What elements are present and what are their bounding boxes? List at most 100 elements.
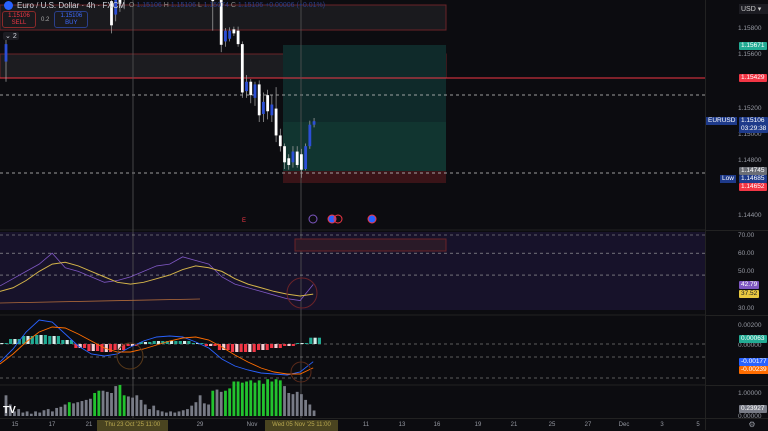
rsi-scale-label: 70.00 xyxy=(738,232,755,239)
macd-histogram-bar xyxy=(113,344,117,350)
macd-histogram-bar xyxy=(270,344,274,348)
volume-scale-label: 1.00000 xyxy=(738,390,762,397)
macd-histogram-bar xyxy=(152,341,156,344)
candle-body xyxy=(266,95,270,112)
macd-histogram-bar xyxy=(74,344,78,348)
volume-bar xyxy=(160,411,164,416)
macd-histogram-bar xyxy=(252,344,256,352)
spread: 0.2 xyxy=(41,16,50,23)
lightning-event-icon xyxy=(308,214,318,224)
macd-histogram-bar xyxy=(283,344,287,346)
macd-histogram-bar xyxy=(191,343,195,344)
settings-gear-icon[interactable]: ⚙ xyxy=(748,420,756,429)
volume-bar xyxy=(34,411,37,416)
rsi-ma-value-tag: 37.52 xyxy=(739,290,760,298)
macd-histogram-bar xyxy=(165,341,169,344)
economic-event-icon xyxy=(367,214,377,224)
macd-histogram-bar xyxy=(78,344,82,348)
crosshair-time-label: Wed 05 Nov '25 11:00 xyxy=(265,420,338,431)
volume-bar xyxy=(122,395,126,416)
candle-body xyxy=(287,158,291,165)
volume-bar xyxy=(169,411,172,416)
volume-bar xyxy=(262,383,265,416)
macd-histogram-bar xyxy=(178,341,182,344)
volume-bar xyxy=(8,404,12,416)
macd-histogram-bar xyxy=(69,340,74,344)
macd-histogram-bar xyxy=(226,344,230,350)
resistance-price-tag: 1.15429 xyxy=(739,74,767,82)
macd-histogram-bar xyxy=(22,336,26,344)
chart-canvas[interactable]: E xyxy=(0,0,705,418)
candle-body xyxy=(257,84,261,116)
stop-price-tag: 1.14652 xyxy=(739,183,767,191)
macd-histogram-bar xyxy=(300,343,304,344)
macd-histogram-bar xyxy=(248,344,252,352)
candle-body xyxy=(114,0,118,15)
volume-bar xyxy=(308,404,312,416)
macd-histogram-bar xyxy=(104,344,108,352)
currency-select[interactable]: USD ▾ xyxy=(739,4,768,14)
candle-body xyxy=(278,135,282,147)
volume-value-tag: 0.23927 xyxy=(739,405,767,413)
candle-body xyxy=(270,104,274,116)
macd-highlight-circle xyxy=(116,342,144,370)
candle-body xyxy=(118,0,122,4)
volume-bar xyxy=(228,388,232,416)
rsi-trendline xyxy=(0,298,201,304)
macd-histogram-bar xyxy=(230,344,235,352)
rsi-scale-label: 30.00 xyxy=(738,305,755,312)
time-label: 11 xyxy=(362,422,370,428)
supply-zone xyxy=(0,4,447,31)
candle-body xyxy=(295,151,299,165)
buy-button[interactable]: 1.15106 BUY xyxy=(54,11,89,28)
volume-bar xyxy=(148,409,151,416)
macd-histogram-bar xyxy=(169,341,174,344)
macd-histogram-bar xyxy=(274,344,278,348)
entry-price-tag: 1.14745 xyxy=(739,167,767,175)
position-target-zone xyxy=(283,45,446,122)
candle-body xyxy=(245,81,248,92)
volume-bar xyxy=(21,412,25,416)
time-axis[interactable]: 15 17 21 29 Nov 11 13 16 19 21 25 27 Dec… xyxy=(0,418,768,431)
trade-panel: 1.15106 SELL 0.2 1.15106 BUY xyxy=(2,11,89,28)
time-label: 3 xyxy=(660,422,664,428)
time-label: 5 xyxy=(696,422,700,428)
time-label: 25 xyxy=(548,422,556,428)
volume-bar xyxy=(186,409,189,416)
time-label: 21 xyxy=(85,422,93,428)
volume-bar xyxy=(46,409,50,416)
time-label: Dec xyxy=(618,422,630,428)
rsi-value-tag: 42.79 xyxy=(739,281,760,289)
candle-body xyxy=(308,124,312,147)
macd-histogram-bar xyxy=(187,341,191,344)
price-label: 1.15000 xyxy=(738,131,762,138)
candle-body xyxy=(312,121,316,125)
macd-histogram-bar xyxy=(313,337,317,344)
candle-body xyxy=(300,154,303,170)
candle-body xyxy=(262,101,265,114)
target-price-tag: 1.15671 xyxy=(739,42,767,50)
macd-histogram-bar xyxy=(56,336,60,344)
price-axis[interactable]: USD ▾ 1.15800 1.15600 1.15200 1.15000 1.… xyxy=(705,0,768,430)
indicators-collapse-button[interactable]: ⌄ 2 xyxy=(3,32,19,40)
macd-histogram-bar xyxy=(174,341,178,344)
crosshair-time-label: Thu 23 Oct '25 11:00 xyxy=(97,420,168,431)
macd-histogram-bar xyxy=(239,344,243,352)
volume-bar xyxy=(114,386,118,416)
macd-histogram-bar xyxy=(122,344,126,350)
volume-bar xyxy=(105,391,109,416)
volume-bar xyxy=(312,410,316,416)
volume-bar xyxy=(152,405,156,416)
symbol-title[interactable]: Euro / U.S. Dollar · 4h · FXCM xyxy=(17,1,126,10)
sell-button[interactable]: 1.15106 SELL xyxy=(2,11,36,28)
tradingview-logo[interactable]: TV xyxy=(3,405,16,416)
volume-bar xyxy=(55,407,59,416)
macd-histogram-bar xyxy=(161,341,165,344)
macd-histogram-bar xyxy=(183,341,187,344)
volume-bar xyxy=(266,379,270,416)
volume-bar xyxy=(97,390,101,416)
candle-body xyxy=(224,30,227,42)
time-label: 17 xyxy=(48,422,56,428)
macd-histogram-bar xyxy=(100,344,104,352)
economic-event-icon xyxy=(333,214,343,224)
